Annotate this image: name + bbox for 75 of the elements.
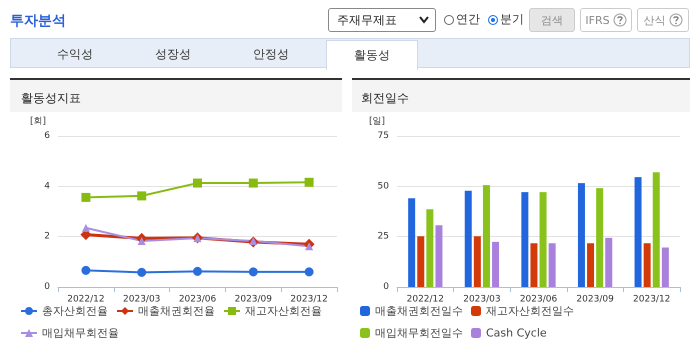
x-tick-label: 2023/03: [463, 294, 501, 304]
x-tick-label: 2022/12: [67, 294, 105, 304]
bar: [417, 236, 424, 287]
text: 성장성: [154, 46, 192, 63]
bar: [540, 192, 547, 287]
bar: [482, 185, 490, 287]
x-tick-label: 2023/06: [520, 294, 558, 304]
x-tick-label: 2023/09: [576, 294, 614, 304]
text: IFRS: [585, 14, 610, 26]
text: 활동성: [326, 40, 418, 70]
text: 주재무제표: [328, 8, 436, 32]
legend-label: Cash Cycle: [486, 326, 547, 340]
legend-label: 매출채권회전일수: [375, 304, 463, 318]
point: [304, 267, 314, 276]
text: 산식: [644, 12, 666, 28]
point: [249, 236, 258, 245]
point: [82, 224, 90, 232]
bar: [426, 209, 434, 287]
x-tick-label: 2023/06: [178, 294, 216, 304]
point: [138, 236, 146, 245]
x-tick-label: 2023/03: [123, 294, 160, 304]
bar: [644, 243, 651, 287]
point: [304, 178, 314, 187]
text: 분기: [500, 11, 524, 28]
bar: [548, 243, 556, 287]
legend-label: 매입채무회전일수: [375, 326, 463, 340]
point: [193, 178, 202, 188]
point: [137, 191, 146, 200]
point: [193, 266, 202, 276]
legend-label: 총자산회전율: [42, 304, 108, 318]
bar: [492, 242, 500, 287]
point: [305, 242, 314, 250]
y-axis-title: [일]: [368, 116, 385, 126]
bar: [521, 192, 528, 287]
x-tick-label: 2023/12: [633, 294, 670, 304]
y-tick-label: 25: [378, 232, 389, 242]
legend-label: 재고자산회전율: [245, 304, 322, 318]
bar: [587, 243, 594, 287]
text: 투자분석: [10, 12, 66, 30]
bar: [408, 198, 416, 287]
bar: [474, 236, 481, 287]
legend-label: 매입채무회전율: [42, 326, 119, 340]
y-tick-label: 6: [44, 131, 50, 141]
y-tick-label: 50: [378, 181, 390, 192]
bar: [596, 188, 604, 287]
y-tick-label: 0: [383, 282, 390, 292]
y-tick-label: 75: [378, 131, 389, 141]
bar: [435, 225, 442, 287]
y-tick-label: 4: [44, 181, 50, 192]
point: [81, 266, 90, 275]
x-tick-label: 2023/09: [234, 294, 272, 304]
bar: [530, 243, 538, 287]
x-tick-label: 2023/12: [290, 294, 328, 304]
chart-title: 회전일수: [361, 91, 409, 105]
bar: [652, 172, 660, 287]
bar: [634, 177, 642, 287]
bar: [464, 190, 472, 287]
y-tick-label: 0: [44, 282, 50, 292]
text: 수익성: [56, 46, 94, 63]
chart-title: 활동성지표: [21, 91, 81, 105]
bar: [605, 238, 612, 287]
bar: [578, 183, 585, 287]
x-tick-label: 2022/12: [406, 294, 444, 304]
y-axis-title: [회]: [30, 116, 46, 126]
legend-label: 매출채권회전율: [138, 304, 215, 318]
text: 안정성: [252, 46, 290, 63]
text: 검색: [529, 8, 575, 32]
point: [81, 192, 90, 202]
point: [137, 268, 146, 277]
point: [248, 178, 258, 188]
bar: [662, 248, 669, 287]
legend-label: 재고자산회전일수: [486, 304, 574, 318]
text: 연간: [456, 11, 480, 28]
point: [248, 267, 258, 276]
y-tick-label: 2: [44, 232, 50, 242]
